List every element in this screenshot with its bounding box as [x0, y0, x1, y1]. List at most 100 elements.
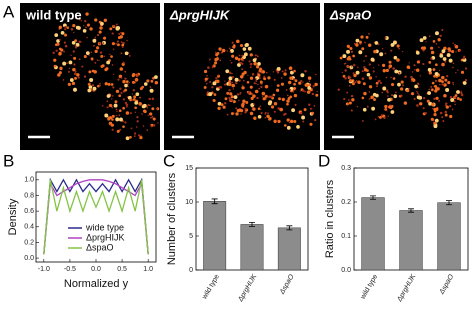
fluorescent-spot	[254, 89, 259, 94]
fluorescent-spot	[236, 108, 241, 113]
fluorescent-spot	[75, 42, 80, 47]
fluorescent-spot	[459, 98, 462, 101]
fluorescent-spot	[300, 79, 303, 82]
fluorescent-spot	[83, 75, 87, 78]
fluorescent-spot	[443, 93, 447, 98]
fluorescent-spot	[291, 108, 296, 113]
fluorescent-spot	[388, 105, 392, 109]
fluorescent-spot	[228, 80, 232, 83]
fluorescent-spot	[236, 39, 240, 44]
legend-label: wide type	[85, 222, 124, 232]
fluorescent-spot	[361, 70, 364, 73]
fluorescent-spot	[150, 116, 153, 119]
fluorescent-spot	[441, 80, 444, 84]
fluorescent-spot	[257, 114, 262, 119]
fluorescent-spot	[54, 33, 59, 38]
fluorescent-spot	[245, 102, 247, 104]
fluorescent-spot	[218, 47, 222, 51]
fluorescent-spot	[307, 76, 312, 80]
fluorescent-spot	[462, 57, 466, 60]
fluorescent-spot	[273, 102, 278, 106]
fluorescent-spot	[107, 82, 111, 86]
fluorescent-spot	[249, 66, 252, 69]
fluorescent-spot	[428, 101, 433, 106]
fluorescent-spot	[460, 70, 465, 74]
fluorescent-spot	[252, 58, 257, 63]
fluorescent-spot	[422, 49, 425, 52]
fluorescent-spot	[59, 66, 63, 71]
fluorescent-spot	[428, 35, 431, 38]
fluorescent-spot	[72, 87, 77, 92]
fluorescent-spot	[445, 87, 450, 92]
fluorescent-spot	[425, 41, 427, 43]
fluorescent-spot	[129, 98, 132, 102]
fluorescent-spot	[451, 49, 455, 54]
fluorescent-spot	[98, 59, 100, 61]
fluorescent-spot	[287, 97, 291, 100]
fluorescent-spot	[206, 91, 209, 94]
fluorescent-spot	[76, 73, 80, 77]
fluorescent-spot	[156, 108, 159, 110]
fluorescent-spot	[392, 40, 397, 45]
fluorescent-spot	[104, 82, 108, 86]
fluorescent-spot	[288, 66, 293, 70]
fluorescent-spot	[230, 112, 234, 116]
fluorescent-spot	[455, 51, 457, 53]
fluorescent-spot	[232, 88, 234, 90]
fluorescent-spot	[464, 67, 468, 70]
fluorescent-spot	[242, 59, 245, 62]
fluorescent-spot	[415, 51, 420, 55]
fluorescent-spot	[157, 122, 159, 124]
fluorescent-spot	[238, 99, 240, 102]
fluorescent-spot	[136, 126, 138, 128]
fluorescent-spot	[368, 91, 371, 93]
fluorescent-spot	[435, 42, 438, 45]
fluorescent-spot	[442, 57, 447, 61]
fluorescent-spot	[415, 68, 420, 72]
fluorescent-spot	[222, 105, 226, 109]
fluorescent-spot	[380, 114, 383, 117]
fluorescent-spot	[82, 29, 87, 33]
fluorescent-spot	[220, 103, 224, 107]
fluorescent-spot	[428, 60, 432, 64]
fluorescent-spot	[269, 95, 273, 99]
fluorescent-spot	[94, 36, 97, 39]
fluorescent-spot	[447, 50, 450, 53]
fluorescent-spot	[284, 112, 287, 116]
fluorescent-spot	[439, 83, 441, 86]
fluorescent-spot	[431, 81, 435, 85]
fluorescent-spot	[445, 102, 448, 105]
fluorescent-spot	[432, 39, 436, 43]
fluorescent-spot	[367, 106, 369, 108]
fluorescent-spot	[74, 46, 78, 49]
fluorescent-spot	[205, 82, 208, 85]
fluorescent-spot	[292, 89, 295, 92]
fluorescent-spot	[83, 54, 87, 59]
fluorescent-spot	[111, 98, 113, 100]
fluorescent-spot	[88, 85, 93, 89]
fluorescent-spot	[116, 40, 119, 43]
fluorescent-spot	[458, 49, 461, 53]
fluorescent-spot	[276, 120, 278, 123]
fluorescent-spot	[217, 101, 222, 106]
fluorescent-spot	[286, 118, 290, 122]
fluorescent-spot	[416, 92, 419, 94]
fluorescent-spot	[388, 64, 393, 68]
fluorescent-spot	[136, 73, 139, 76]
fluorescent-spot	[129, 135, 132, 139]
fluorescent-spot	[302, 120, 305, 123]
fluorescent-spot	[342, 74, 346, 78]
fluorescent-spot	[62, 61, 67, 66]
image-label: ΔprgHIJK	[169, 7, 231, 22]
fluorescent-spot	[231, 54, 235, 58]
y-tick-label: 0.4	[24, 224, 34, 231]
fluorescent-spot	[417, 94, 420, 96]
fluorescent-spot	[209, 80, 212, 83]
fluorescent-spot	[126, 39, 128, 42]
fluorescent-spot	[133, 135, 136, 137]
fluorescent-spot	[422, 36, 427, 40]
fluorescent-spot	[447, 47, 451, 51]
fluorescent-spot	[253, 61, 257, 66]
fluorescent-spot	[215, 57, 219, 61]
fluorescent-spot	[254, 54, 257, 57]
